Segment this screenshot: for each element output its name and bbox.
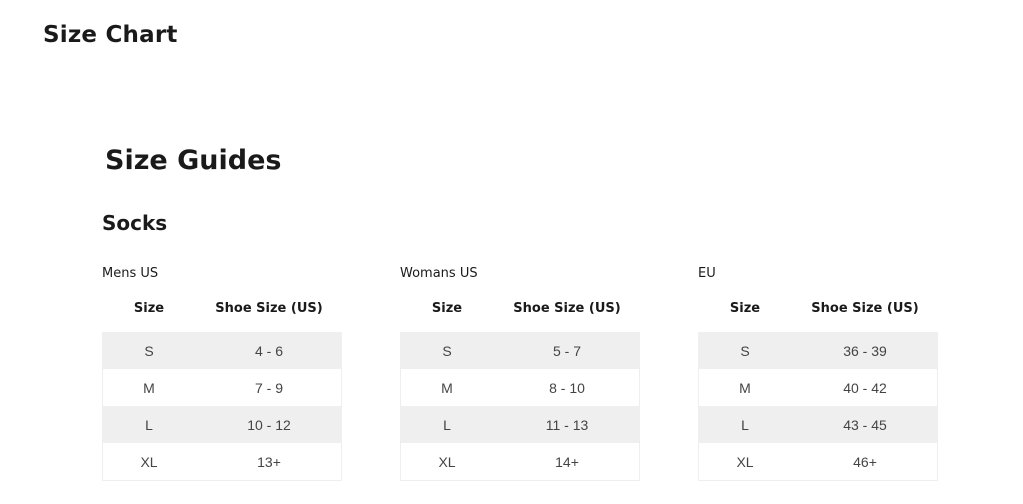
table-row: M 7 - 9 <box>102 369 342 406</box>
table-cell: XL <box>140 453 158 470</box>
column-header: Shoe Size (US) <box>513 300 621 316</box>
table-label: Mens US <box>102 266 159 281</box>
table-cell: L <box>145 416 153 433</box>
table-header-row: Size Shoe Size (US) <box>102 288 342 332</box>
table-cell: L <box>741 416 749 433</box>
column-header: Size <box>729 300 761 316</box>
table-cell: XL <box>438 453 456 470</box>
table-cell: 46+ <box>853 453 877 470</box>
size-table: EU Size Shoe Size (US) S 36 - 39 M 40 - 42 L 43 … <box>698 266 938 481</box>
table-header-row: Size Shoe Size (US) <box>400 288 640 332</box>
table-cell: L <box>443 416 451 433</box>
table-row: XL 13+ <box>102 443 342 481</box>
section-heading: Size Guides <box>105 145 282 176</box>
table-cell: 13+ <box>257 453 281 470</box>
column-header: Shoe Size (US) <box>811 300 919 316</box>
table-cell: 7 - 9 <box>254 379 283 396</box>
table-cell: M <box>739 379 751 396</box>
table-cell: S <box>442 342 452 359</box>
table-row: S 36 - 39 <box>698 332 938 369</box>
table-cell: 43 - 45 <box>843 416 887 433</box>
table-row: XL 46+ <box>698 443 938 481</box>
size-table-grid: Size Shoe Size (US) S 4 - 6 M 7 - 9 L 10 - 12 XL… <box>102 288 342 481</box>
column-header: Size <box>133 300 165 316</box>
table-cell: M <box>143 379 155 396</box>
table-cell: S <box>144 342 154 359</box>
table-cell: 5 - 7 <box>552 342 581 359</box>
size-table-grid: Size Shoe Size (US) S 5 - 7 M 8 - 10 L 11 - 13 X… <box>400 288 640 481</box>
table-label: EU <box>698 266 716 281</box>
table-cell: 14+ <box>555 453 579 470</box>
table-cell: 4 - 6 <box>254 342 283 359</box>
table-cell: 11 - 13 <box>545 416 589 433</box>
size-table-grid: Size Shoe Size (US) S 36 - 39 M 40 - 42 L 43 - … <box>698 288 938 481</box>
table-cell: 8 - 10 <box>549 379 585 396</box>
table-header-row: Size Shoe Size (US) <box>698 288 938 332</box>
table-label: Womans US <box>400 266 478 281</box>
table-cell: 10 - 12 <box>247 416 291 433</box>
size-table: Womans US Size Shoe Size (US) S 5 - 7 M 8 - 10… <box>400 266 640 481</box>
category-heading: Socks <box>102 211 168 235</box>
table-cell: M <box>441 379 453 396</box>
table-row: L 43 - 45 <box>698 406 938 443</box>
table-row: M 40 - 42 <box>698 369 938 406</box>
table-row: L 11 - 13 <box>400 406 640 443</box>
table-cell: S <box>740 342 750 359</box>
table-row: XL 14+ <box>400 443 640 481</box>
table-row: M 8 - 10 <box>400 369 640 406</box>
table-row: S 4 - 6 <box>102 332 342 369</box>
page-title: Size Chart <box>43 22 178 48</box>
column-header: Size <box>431 300 463 316</box>
table-cell: XL <box>736 453 754 470</box>
table-cell: 40 - 42 <box>843 379 887 396</box>
column-header: Shoe Size (US) <box>215 300 323 316</box>
size-table: Mens US Size Shoe Size (US) S 4 - 6 M 7 - 9 L 10… <box>102 266 342 481</box>
table-row: S 5 - 7 <box>400 332 640 369</box>
table-cell: 36 - 39 <box>843 342 887 359</box>
table-row: L 10 - 12 <box>102 406 342 443</box>
